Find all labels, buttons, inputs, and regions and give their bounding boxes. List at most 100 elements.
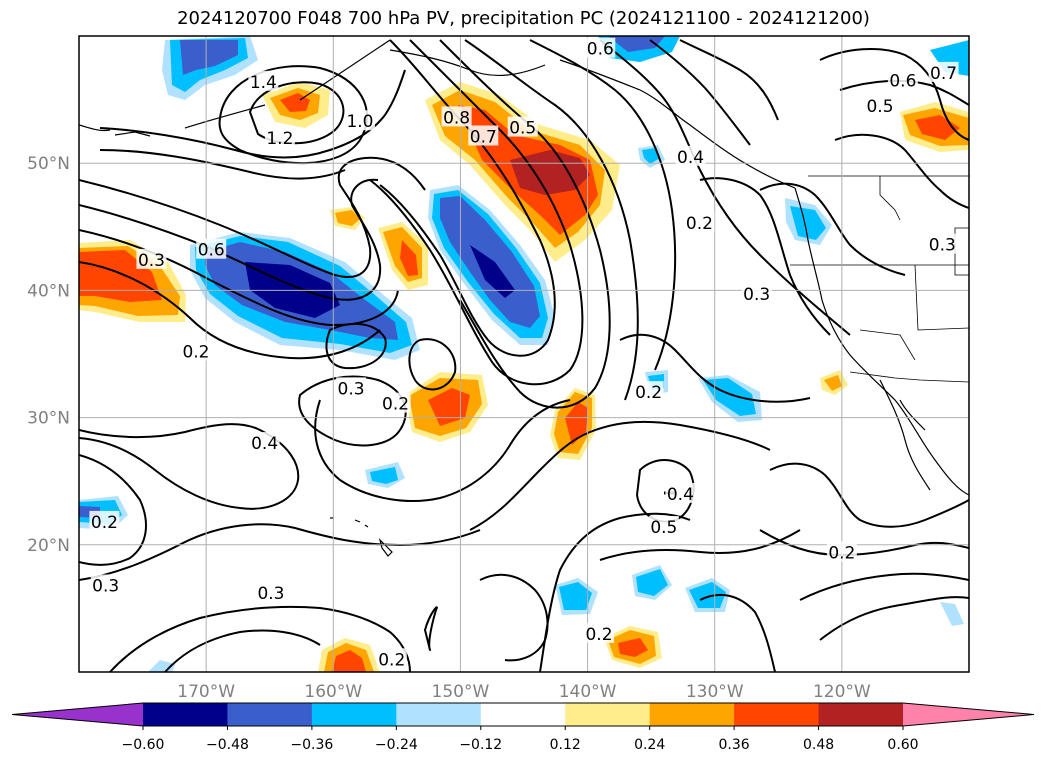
colorbar-tick-label: 0.36 bbox=[719, 737, 750, 753]
colorbar-tick-label: 0.12 bbox=[550, 737, 581, 753]
lon-tick-label: 140°W bbox=[559, 682, 617, 702]
colorbar-segment bbox=[480, 703, 566, 726]
contour-label: 0.5 bbox=[509, 119, 536, 139]
map-title: 2024120700 F048 700 hPa PV, precipitatio… bbox=[177, 8, 870, 29]
contour-label-bg bbox=[633, 381, 664, 402]
colorbar-tick-label: 0.48 bbox=[803, 737, 834, 753]
colorbar-tick-label: 0.24 bbox=[634, 737, 665, 753]
contour-label-bg bbox=[468, 125, 499, 146]
political-borders bbox=[790, 175, 969, 383]
contour-label: 0.6 bbox=[587, 40, 614, 60]
longitude-tick-labels: 170°W 160°W 150°W 140°W 130°W 120°W bbox=[177, 682, 871, 702]
contour-label-bg bbox=[507, 116, 538, 137]
contour-label-bg bbox=[585, 37, 616, 58]
coastlines bbox=[79, 39, 969, 557]
contour-label-bg bbox=[249, 432, 280, 453]
contour-label-bg bbox=[441, 106, 472, 127]
lon-tick-label: 150°W bbox=[432, 682, 490, 702]
contour-label-bg bbox=[648, 515, 679, 536]
lon-tick-label: 130°W bbox=[686, 682, 744, 702]
contour-label: 0.4 bbox=[251, 434, 278, 454]
contour-label: 0.3 bbox=[257, 584, 284, 604]
contour-label-bg bbox=[376, 648, 407, 669]
lon-tick-label: 170°W bbox=[177, 682, 235, 702]
contour-label: 1.2 bbox=[266, 129, 293, 149]
contour-label: 0.3 bbox=[929, 236, 956, 256]
lon-tick-label: 160°W bbox=[304, 682, 362, 702]
colorbar-tick-label: −0.60 bbox=[122, 737, 165, 753]
colorbar-segment bbox=[649, 703, 735, 726]
colorbar-tick-labels: −0.60 −0.48 −0.36 −0.24 −0.12 0.12 0.24 0.36 0.4… bbox=[122, 726, 919, 753]
contour-label: 0.7 bbox=[470, 127, 497, 147]
contour-label: 0.2 bbox=[828, 543, 855, 563]
contour-label: 0.2 bbox=[378, 650, 405, 670]
contour-label: 0.5 bbox=[866, 97, 893, 117]
contour-label-bg bbox=[196, 238, 227, 259]
lat-tick-label: 20°N bbox=[27, 536, 70, 556]
contour-label-bg bbox=[675, 145, 706, 166]
colorbar-segment bbox=[311, 703, 397, 726]
colorbar-tick-label: −0.48 bbox=[206, 737, 249, 753]
contour-label: 0.8 bbox=[443, 108, 470, 128]
contour-label: 0.3 bbox=[92, 577, 119, 597]
contour-label: 0.6 bbox=[889, 72, 916, 92]
contour-label-bg bbox=[684, 211, 715, 232]
lat-tick-label: 30°N bbox=[27, 409, 70, 429]
colorbar-segment bbox=[565, 703, 651, 726]
contour-label-bg bbox=[927, 233, 958, 254]
contour-label-bg bbox=[865, 94, 895, 115]
map-frame bbox=[78, 35, 970, 673]
colorbar-tick-label: −0.12 bbox=[459, 737, 502, 753]
colorbar bbox=[11, 702, 1035, 727]
contour-label-bg bbox=[887, 69, 918, 90]
lat-tick-label: 50°N bbox=[27, 154, 70, 174]
contour-label-bg bbox=[255, 582, 286, 603]
map-field: 1.41.21.0 0.80.7 0.50.60.40.20.30.50.6 0.70… bbox=[79, 36, 969, 672]
contour-label-bg bbox=[136, 248, 167, 269]
contour-label-bg bbox=[180, 340, 211, 361]
contour-labels: 1.41.21.0 0.80.7 0.50.60.40.20.30.50.6 0.70… bbox=[89, 37, 959, 670]
colorbar-segment bbox=[227, 703, 313, 726]
pv-contours bbox=[79, 39, 969, 672]
contour-label-bg bbox=[336, 377, 367, 398]
contour-label: 0.4 bbox=[667, 485, 694, 505]
colorbar-segment bbox=[143, 703, 228, 726]
lon-tick-label: 120°W bbox=[813, 682, 871, 702]
colorbar-segment bbox=[396, 703, 482, 726]
contour-label: 1.4 bbox=[250, 73, 277, 93]
contour-label: 0.2 bbox=[382, 395, 409, 415]
contour-label-bg bbox=[665, 482, 696, 503]
contour-label-bg bbox=[741, 283, 772, 304]
contour-label-bg bbox=[826, 541, 857, 562]
contour-label-bg bbox=[90, 574, 121, 595]
contour-label: 0.2 bbox=[686, 214, 713, 234]
contour-label-bg bbox=[89, 510, 120, 531]
colorbar-segment bbox=[734, 703, 820, 726]
contour-label-bg bbox=[584, 622, 615, 643]
colorbar-tick-label: −0.36 bbox=[290, 737, 333, 753]
contour-label-bg bbox=[344, 110, 375, 131]
contour-label: 0.2 bbox=[91, 513, 118, 533]
contour-label: 0.3 bbox=[743, 285, 770, 305]
contour-label: 0.2 bbox=[635, 383, 662, 403]
contour-label: 0.7 bbox=[930, 64, 957, 84]
gridlines bbox=[79, 36, 969, 672]
latitude-tick-labels: 20°N 30°N 40°N 50°N bbox=[27, 154, 70, 556]
contour-label: 0.2 bbox=[182, 342, 209, 362]
contour-label: 0.2 bbox=[585, 625, 612, 645]
contour-label-bg bbox=[264, 126, 295, 147]
colorbar-segment bbox=[818, 703, 904, 726]
colorbar-tick-label: 0.60 bbox=[887, 737, 918, 753]
contour-label-bg bbox=[248, 70, 279, 91]
colorbar-extend-min bbox=[12, 703, 143, 726]
contour-label-bg bbox=[380, 392, 411, 413]
colorbar-tick-label: −0.24 bbox=[375, 737, 418, 753]
contour-label: 0.6 bbox=[198, 241, 225, 261]
contour-label: 0.3 bbox=[338, 379, 365, 399]
contour-label: 1.0 bbox=[346, 112, 373, 132]
lat-tick-label: 40°N bbox=[27, 281, 70, 301]
contour-label: 0.5 bbox=[650, 518, 677, 538]
contour-label: 0.3 bbox=[138, 251, 165, 271]
contour-label-bg bbox=[928, 61, 959, 82]
